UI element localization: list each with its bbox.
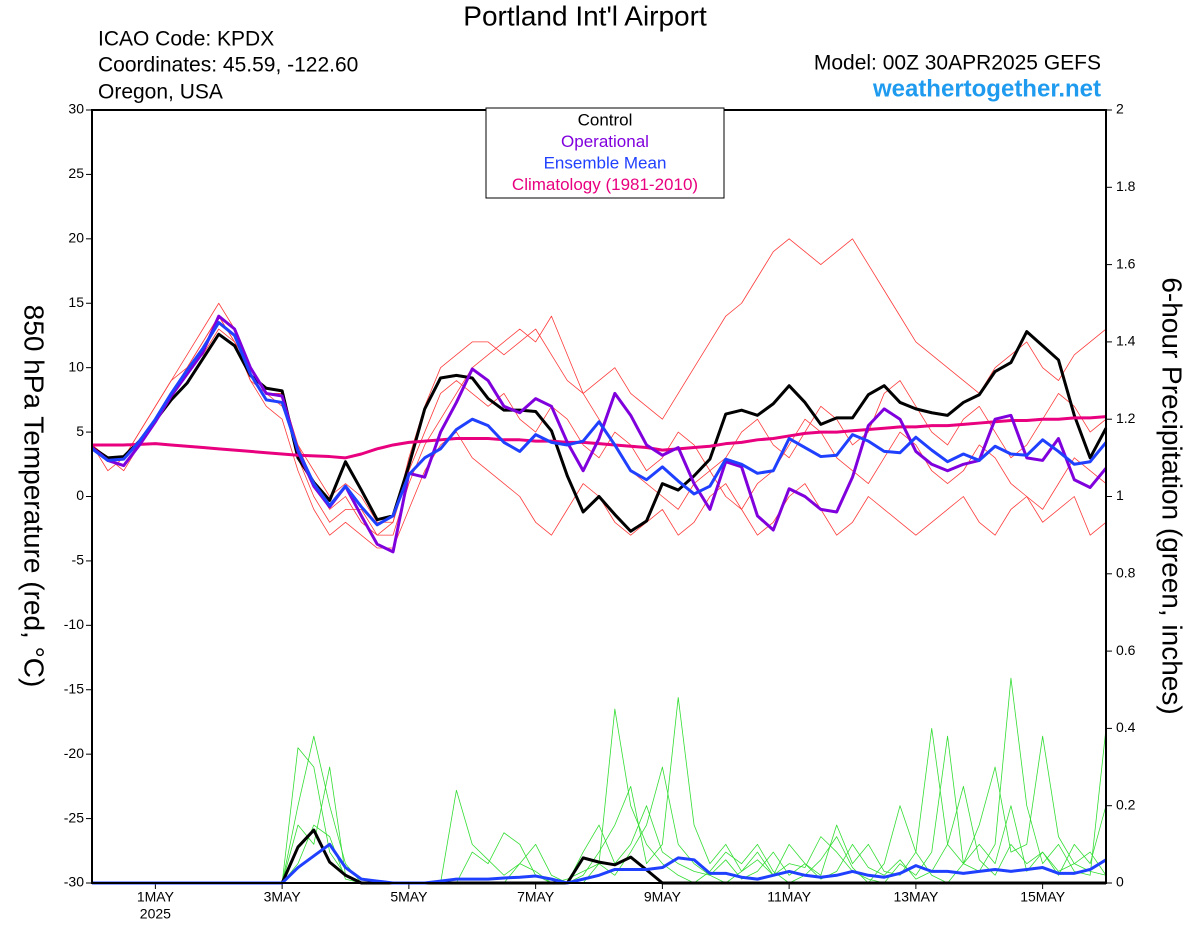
x-tick-label: 5MAY	[390, 889, 428, 905]
y2-tick-label: 1	[1116, 487, 1124, 503]
y-tick-label: 30	[68, 101, 84, 117]
y-tick-label: -30	[64, 874, 84, 890]
model-label: Model: 00Z 30APR2025 GEFS	[814, 52, 1101, 75]
info-line: ICAO Code: KPDX	[98, 28, 274, 51]
info-line: Oregon, USA	[98, 81, 223, 104]
precip-line	[92, 708, 1107, 884]
legend-entry: Ensemble Mean	[544, 153, 667, 172]
y-tick-label: 0	[76, 487, 84, 503]
x-tick-label: 3MAY	[264, 889, 302, 905]
y2-tick-label: 1.2	[1116, 410, 1136, 426]
x-tick-label: 11MAY	[767, 889, 811, 905]
plot-area: -30-25-20-15-10-505101520253000.20.40.60…	[64, 101, 1136, 922]
legend-entry: Control	[578, 110, 633, 129]
y-tick-label: 5	[76, 423, 84, 439]
temp-line	[91, 238, 1107, 536]
legend-entry: Operational	[561, 132, 649, 151]
y2-tick-label: 1.4	[1116, 333, 1136, 349]
temp-line	[91, 314, 1108, 554]
temp-line	[91, 321, 1108, 527]
y2-tick-label: 0.2	[1116, 796, 1136, 812]
x-tick-label: 13MAY	[893, 889, 939, 905]
y2-tick-label: 0.8	[1116, 565, 1136, 581]
y-tick-label: 10	[68, 358, 84, 374]
chart-title: Portland Int'l Airport	[463, 0, 707, 31]
source-label: weathertogether.net	[872, 75, 1101, 102]
y2-tick-label: 0.4	[1116, 719, 1136, 735]
y2-axis-label: 6-hour Precipitation (green, inches)	[1157, 277, 1188, 714]
info-line: Coordinates: 45.59, -122.60	[98, 54, 358, 77]
x-tick-label: 1MAY	[137, 889, 175, 905]
temp-line	[92, 415, 1107, 460]
x-tick-year: 2025	[140, 906, 171, 922]
legend-box	[485, 107, 725, 199]
x-tick-label: 15MAY	[1020, 889, 1066, 905]
x-tick-label: 9MAY	[644, 889, 682, 905]
y-tick-label: 15	[68, 294, 84, 310]
y-tick-label: -25	[64, 809, 84, 825]
y2-tick-label: 2	[1116, 101, 1124, 117]
y-tick-label: -15	[64, 680, 84, 696]
y-tick-label: -10	[64, 616, 84, 632]
y-tick-label: -20	[64, 745, 84, 761]
y-axis-label: 850 hPa Temperature (red, °C)	[19, 305, 50, 688]
y2-tick-label: 1.6	[1116, 255, 1136, 271]
y2-tick-label: 0	[1116, 874, 1124, 890]
precip-line	[92, 677, 1107, 884]
y-tick-label: -5	[72, 552, 85, 568]
y2-tick-label: 1.8	[1116, 178, 1136, 194]
precip-line	[92, 785, 1107, 884]
y-tick-label: 20	[68, 230, 84, 246]
x-tick-label: 7MAY	[517, 889, 555, 905]
legend-entry: Climatology (1981-2010)	[512, 175, 698, 194]
y-tick-label: 25	[68, 165, 84, 181]
y2-tick-label: 0.6	[1116, 642, 1136, 658]
